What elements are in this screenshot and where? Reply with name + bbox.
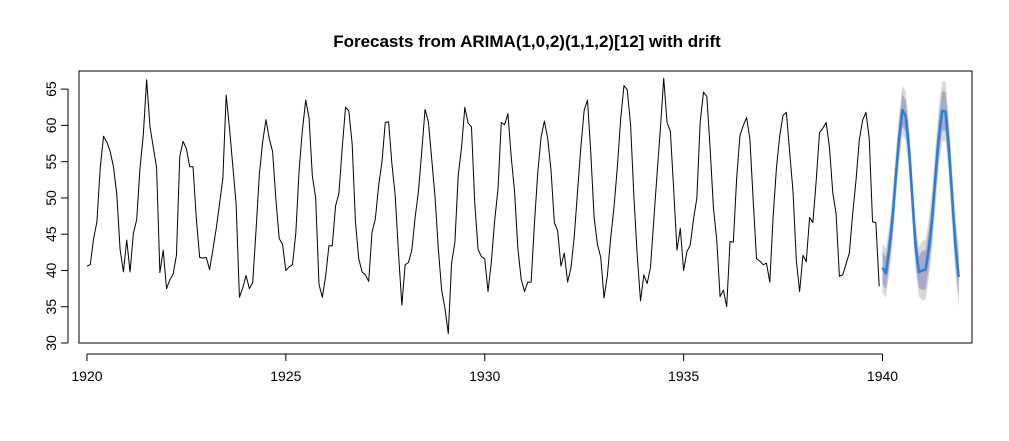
y-tick-label: 65: [43, 81, 59, 97]
series-layer: [86, 77, 960, 335]
x-axis: 1920 1925 1930 1935 1940: [71, 353, 898, 384]
y-tick-label: 60: [43, 117, 59, 133]
prediction-band-80: [882, 91, 959, 297]
observed-series-line: [86, 77, 880, 335]
y-tick-label: 40: [43, 262, 59, 278]
x-tick-label: 1920: [71, 368, 102, 384]
forecast-line: [881, 108, 960, 278]
chart-title: Forecasts from ARIMA(1,0,2)(1,1,2)[12] w…: [333, 32, 721, 51]
y-tick-label: 45: [43, 226, 59, 242]
x-tick-label: 1925: [270, 368, 301, 384]
y-tick-label: 55: [43, 154, 59, 170]
y-tick-label: 35: [43, 299, 59, 315]
x-tick-label: 1930: [469, 368, 500, 384]
x-tick-label: 1935: [668, 368, 699, 384]
y-tick-label: 30: [43, 335, 59, 351]
y-tick-label: 50: [43, 190, 59, 206]
y-axis: 30 35 40 45 50 55 60 65: [43, 81, 69, 351]
plot-frame: [78, 70, 973, 344]
x-tick-label: 1940: [867, 368, 898, 384]
band-80-area: [882, 91, 959, 297]
